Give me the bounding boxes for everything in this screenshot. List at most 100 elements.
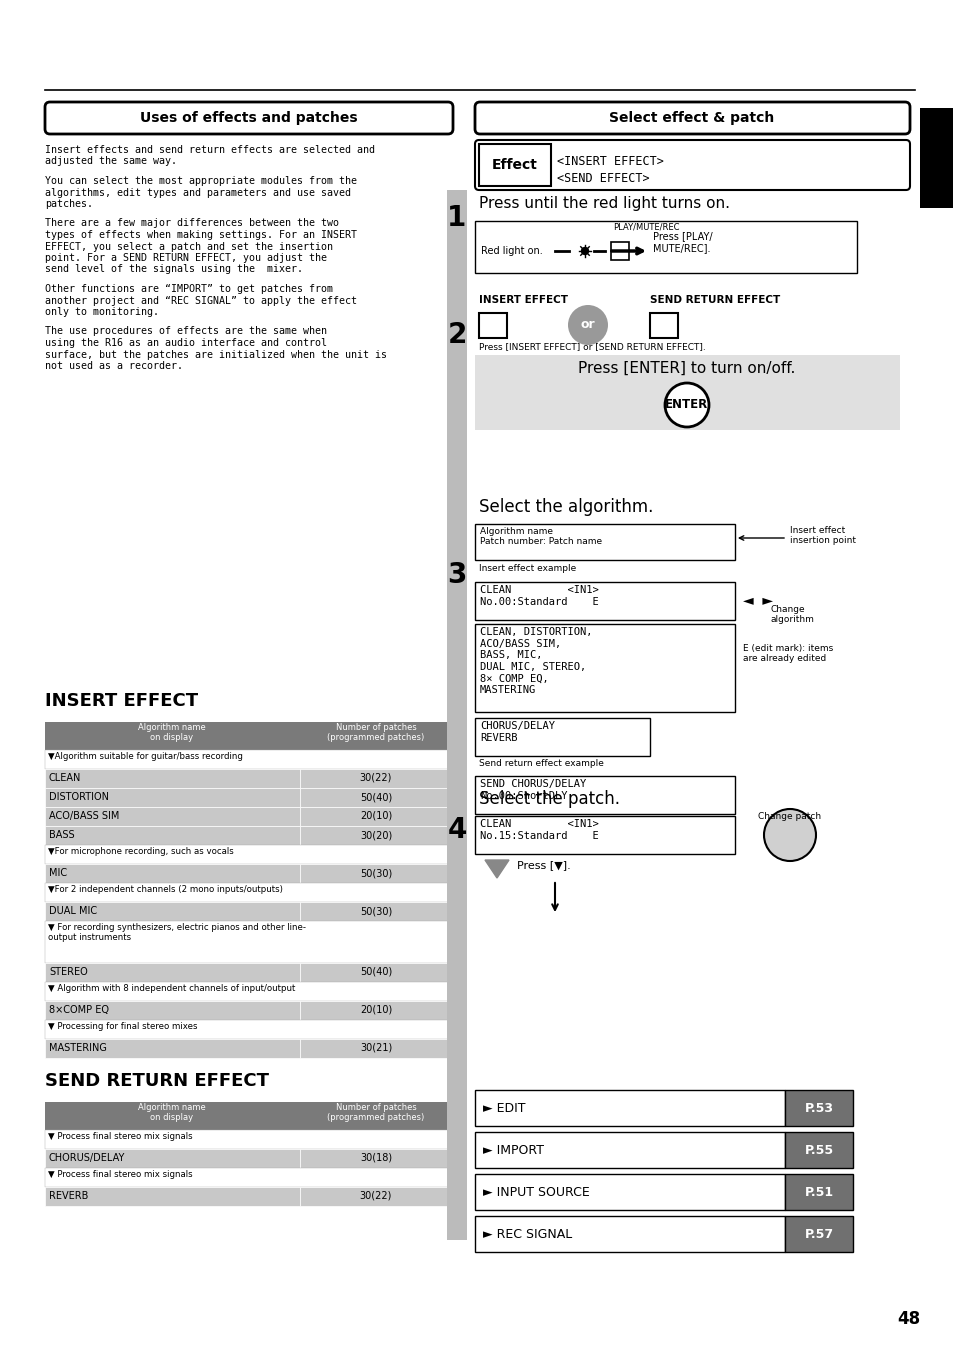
Circle shape (567, 305, 607, 345)
Text: adjusted the same way.: adjusted the same way. (45, 157, 177, 167)
Bar (45, 788, 299, 807)
Text: CLEAN: CLEAN (49, 773, 81, 783)
FancyBboxPatch shape (45, 102, 453, 134)
Text: P.53: P.53 (803, 1102, 833, 1114)
Text: ► REC SIGNAL: ► REC SIGNAL (482, 1228, 572, 1240)
Text: ▼Algorithm suitable for guitar/bass recording: ▼Algorithm suitable for guitar/bass reco… (48, 751, 243, 761)
Bar (45, 1001, 299, 1020)
Bar (299, 807, 453, 826)
Text: Effect: Effect (492, 158, 537, 172)
Bar (784, 1216, 852, 1252)
Text: ▼ Algorithm with 8 independent channels of input/output: ▼ Algorithm with 8 independent channels … (48, 984, 295, 992)
Bar (299, 1102, 453, 1131)
Text: ▼ Process final stereo mix signals: ▼ Process final stereo mix signals (48, 1170, 193, 1179)
Bar (45, 921, 453, 963)
Text: CHORUS/DELAY
REVERB: CHORUS/DELAY REVERB (479, 720, 555, 742)
Text: 1: 1 (447, 204, 466, 232)
Text: using the R16 as an audio interface and control: using the R16 as an audio interface and … (45, 338, 327, 348)
Bar (299, 722, 453, 750)
Text: CLEAN, DISTORTION,
ACO/BASS SIM,
BASS, MIC,
DUAL MIC, STEREO,
8× COMP EQ,
MASTER: CLEAN, DISTORTION, ACO/BASS SIM, BASS, M… (479, 627, 592, 695)
Text: CHORUS/DELAY: CHORUS/DELAY (49, 1154, 125, 1163)
Bar (784, 1090, 852, 1127)
Text: 30(22): 30(22) (359, 773, 392, 783)
Text: Change
algorithm: Change algorithm (770, 605, 814, 624)
Text: Insert effects and send return effects are selected and: Insert effects and send return effects a… (45, 145, 375, 154)
Text: send level of the signals using the  mixer.: send level of the signals using the mixe… (45, 264, 303, 275)
Text: ► IMPORT: ► IMPORT (482, 1144, 543, 1156)
Text: SEND RETURN EFFECT: SEND RETURN EFFECT (45, 1072, 269, 1090)
Bar (299, 963, 453, 982)
FancyBboxPatch shape (475, 102, 909, 134)
Circle shape (664, 383, 708, 427)
Text: 50(30): 50(30) (359, 906, 392, 917)
Bar (475, 221, 856, 274)
Bar (45, 826, 299, 845)
Text: P.51: P.51 (803, 1186, 833, 1198)
Polygon shape (484, 860, 509, 877)
Text: Uses of effects and patches: Uses of effects and patches (140, 111, 357, 125)
Bar (919, 108, 953, 209)
Text: Algorithm name
on display: Algorithm name on display (138, 723, 206, 742)
Text: Number of patches
(programmed patches): Number of patches (programmed patches) (327, 723, 424, 742)
Text: CLEAN         <IN1>
No.15:Standard    E: CLEAN <IN1> No.15:Standard E (479, 819, 598, 841)
Text: or: or (580, 318, 595, 332)
Text: Press until the red light turns on.: Press until the red light turns on. (478, 196, 729, 211)
Text: ▼For 2 independent channels (2 mono inputs/outputs): ▼For 2 independent channels (2 mono inpu… (48, 886, 283, 894)
Bar (784, 1132, 852, 1169)
Text: 4: 4 (447, 816, 466, 844)
Text: REVERB: REVERB (49, 1192, 89, 1201)
Text: 3: 3 (447, 561, 466, 589)
Text: Number of patches
(programmed patches): Number of patches (programmed patches) (327, 1104, 424, 1122)
Bar (299, 1150, 453, 1169)
Text: Select the patch.: Select the patch. (478, 789, 619, 808)
Text: INSERT EFFECT: INSERT EFFECT (45, 692, 198, 709)
Text: The use procedures of effects are the same when: The use procedures of effects are the sa… (45, 326, 327, 337)
Bar (45, 1131, 453, 1150)
Bar (649, 313, 678, 338)
Bar (45, 864, 299, 883)
Text: only to monitoring.: only to monitoring. (45, 307, 159, 317)
Text: You can select the most appropriate modules from the: You can select the most appropriate modu… (45, 176, 356, 185)
FancyBboxPatch shape (475, 139, 909, 190)
Text: Insert effect/send return effect: Insert effect/send return effect (931, 213, 941, 363)
Text: 30(20): 30(20) (359, 830, 392, 839)
Text: INSERT EFFECT: INSERT EFFECT (478, 295, 567, 305)
Text: ▼For microphone recording, such as vocals: ▼For microphone recording, such as vocal… (48, 848, 233, 856)
Text: ◄  ►: ◄ ► (742, 594, 772, 608)
Text: Insert effect example: Insert effect example (478, 565, 576, 573)
Bar (45, 1169, 453, 1187)
Text: ► EDIT: ► EDIT (482, 1102, 525, 1114)
Text: another project and “REC SIGNAL” to apply the effect: another project and “REC SIGNAL” to appl… (45, 295, 356, 306)
Bar (45, 1150, 299, 1169)
Text: ▼ Processing for final stereo mixes: ▼ Processing for final stereo mixes (48, 1022, 197, 1030)
Text: 30(18): 30(18) (359, 1154, 392, 1163)
Bar (475, 355, 899, 431)
Bar (45, 963, 299, 982)
Bar (475, 1132, 784, 1169)
Text: MIC: MIC (49, 868, 67, 877)
Bar (447, 190, 467, 1240)
Bar (299, 788, 453, 807)
Text: 2: 2 (447, 321, 466, 349)
Text: ► INPUT SOURCE: ► INPUT SOURCE (482, 1186, 589, 1198)
Bar (475, 524, 734, 561)
Text: 20(10): 20(10) (359, 1005, 392, 1016)
Bar (478, 144, 551, 185)
Bar (45, 1020, 453, 1039)
Bar (45, 722, 299, 750)
Bar (45, 769, 299, 788)
Text: Red light on.: Red light on. (480, 246, 542, 256)
Text: Press [INSERT EFFECT] or [SEND RETURN EFFECT].: Press [INSERT EFFECT] or [SEND RETURN EF… (478, 343, 705, 351)
Bar (299, 902, 453, 921)
Bar (475, 1090, 784, 1127)
Bar (299, 769, 453, 788)
Text: DUAL MIC: DUAL MIC (49, 906, 97, 917)
Text: EFFECT, you select a patch and set the insertion: EFFECT, you select a patch and set the i… (45, 241, 333, 252)
Bar (299, 1187, 453, 1206)
Text: Algorithm name
on display: Algorithm name on display (138, 1104, 206, 1122)
Text: Other functions are “IMPORT” to get patches from: Other functions are “IMPORT” to get patc… (45, 284, 333, 294)
Text: point. For a SEND RETURN EFFECT, you adjust the: point. For a SEND RETURN EFFECT, you adj… (45, 253, 327, 263)
Bar (475, 718, 649, 756)
Text: PLAY/MUTE/REC: PLAY/MUTE/REC (612, 223, 679, 232)
Text: SEND CHORUS/DELAY
No.00:ShortDLY: SEND CHORUS/DELAY No.00:ShortDLY (479, 779, 586, 800)
